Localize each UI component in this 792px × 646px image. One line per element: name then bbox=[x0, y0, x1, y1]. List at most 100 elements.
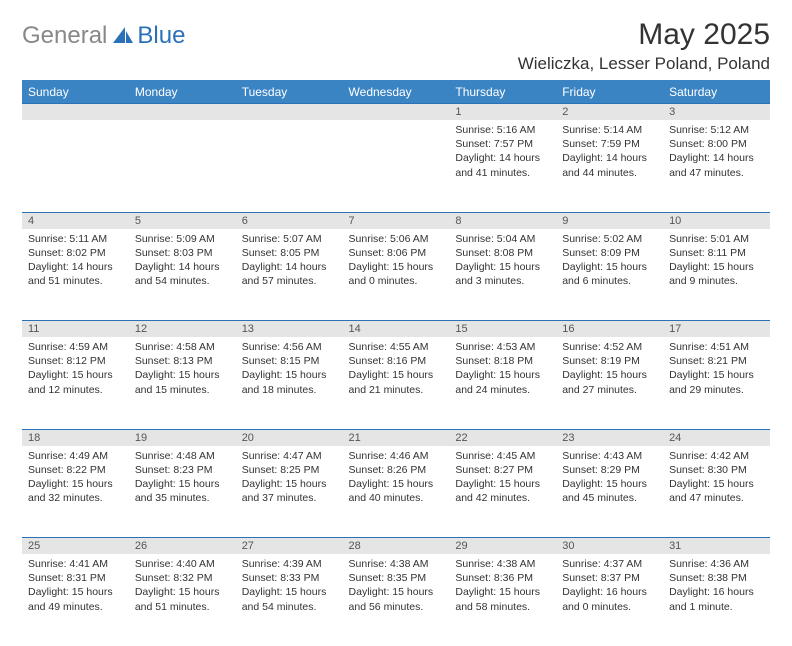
day-number-empty bbox=[22, 104, 129, 120]
daynum-row: 11121314151617 bbox=[22, 321, 770, 338]
weekday-header: Tuesday bbox=[236, 81, 343, 104]
day-number: 17 bbox=[663, 321, 770, 337]
day-cell: Sunrise: 4:46 AMSunset: 8:26 PMDaylight:… bbox=[343, 446, 450, 538]
day-number: 4 bbox=[22, 213, 129, 229]
day-number: 3 bbox=[663, 104, 770, 120]
day-details: Sunrise: 4:42 AMSunset: 8:30 PMDaylight:… bbox=[663, 446, 770, 512]
daynum-row: 45678910 bbox=[22, 212, 770, 229]
day-number: 27 bbox=[236, 538, 343, 554]
day-details: Sunrise: 4:51 AMSunset: 8:21 PMDaylight:… bbox=[663, 337, 770, 403]
day-cell: Sunrise: 4:48 AMSunset: 8:23 PMDaylight:… bbox=[129, 446, 236, 538]
day-cell bbox=[236, 120, 343, 212]
title-block: May 2025 Wieliczka, Lesser Poland, Polan… bbox=[518, 18, 770, 74]
day-details: Sunrise: 4:45 AMSunset: 8:27 PMDaylight:… bbox=[449, 446, 556, 512]
day-number: 5 bbox=[129, 213, 236, 229]
title-location: Wieliczka, Lesser Poland, Poland bbox=[518, 54, 770, 74]
day-number: 11 bbox=[22, 321, 129, 337]
day-cell: Sunrise: 5:06 AMSunset: 8:06 PMDaylight:… bbox=[343, 229, 450, 321]
day-cell: Sunrise: 4:45 AMSunset: 8:27 PMDaylight:… bbox=[449, 446, 556, 538]
day-number: 26 bbox=[129, 538, 236, 554]
logo-sail-icon bbox=[112, 25, 134, 48]
day-number: 20 bbox=[236, 430, 343, 446]
day-number: 29 bbox=[449, 538, 556, 554]
day-details: Sunrise: 5:09 AMSunset: 8:03 PMDaylight:… bbox=[129, 229, 236, 295]
day-details: Sunrise: 5:12 AMSunset: 8:00 PMDaylight:… bbox=[663, 120, 770, 186]
day-cell: Sunrise: 5:07 AMSunset: 8:05 PMDaylight:… bbox=[236, 229, 343, 321]
day-cell: Sunrise: 4:41 AMSunset: 8:31 PMDaylight:… bbox=[22, 554, 129, 646]
day-number: 28 bbox=[343, 538, 450, 554]
day-details: Sunrise: 4:38 AMSunset: 8:35 PMDaylight:… bbox=[343, 554, 450, 620]
day-cell: Sunrise: 4:52 AMSunset: 8:19 PMDaylight:… bbox=[556, 337, 663, 429]
day-details: Sunrise: 5:11 AMSunset: 8:02 PMDaylight:… bbox=[22, 229, 129, 295]
day-details: Sunrise: 4:55 AMSunset: 8:16 PMDaylight:… bbox=[343, 337, 450, 403]
day-cell: Sunrise: 4:38 AMSunset: 8:36 PMDaylight:… bbox=[449, 554, 556, 646]
weekday-header: Friday bbox=[556, 81, 663, 104]
day-cell: Sunrise: 5:09 AMSunset: 8:03 PMDaylight:… bbox=[129, 229, 236, 321]
weekday-header: Saturday bbox=[663, 81, 770, 104]
logo-text-general: General bbox=[22, 22, 107, 50]
content-row: Sunrise: 5:11 AMSunset: 8:02 PMDaylight:… bbox=[22, 229, 770, 321]
day-details: Sunrise: 4:40 AMSunset: 8:32 PMDaylight:… bbox=[129, 554, 236, 620]
weekday-header: Monday bbox=[129, 81, 236, 104]
day-cell: Sunrise: 5:04 AMSunset: 8:08 PMDaylight:… bbox=[449, 229, 556, 321]
weekday-header: Wednesday bbox=[343, 81, 450, 104]
weekday-header: Thursday bbox=[449, 81, 556, 104]
day-number: 30 bbox=[556, 538, 663, 554]
day-cell: Sunrise: 4:58 AMSunset: 8:13 PMDaylight:… bbox=[129, 337, 236, 429]
day-cell: Sunrise: 5:14 AMSunset: 7:59 PMDaylight:… bbox=[556, 120, 663, 212]
day-number: 23 bbox=[556, 430, 663, 446]
day-details: Sunrise: 4:36 AMSunset: 8:38 PMDaylight:… bbox=[663, 554, 770, 620]
day-details: Sunrise: 5:14 AMSunset: 7:59 PMDaylight:… bbox=[556, 120, 663, 186]
day-cell: Sunrise: 5:02 AMSunset: 8:09 PMDaylight:… bbox=[556, 229, 663, 321]
day-cell: Sunrise: 5:01 AMSunset: 8:11 PMDaylight:… bbox=[663, 229, 770, 321]
day-number: 22 bbox=[449, 430, 556, 446]
weekday-header: Sunday bbox=[22, 81, 129, 104]
day-number: 14 bbox=[343, 321, 450, 337]
header: General Blue May 2025 Wieliczka, Lesser … bbox=[22, 18, 770, 74]
day-details: Sunrise: 5:01 AMSunset: 8:11 PMDaylight:… bbox=[663, 229, 770, 295]
day-number: 21 bbox=[343, 430, 450, 446]
day-cell: Sunrise: 5:11 AMSunset: 8:02 PMDaylight:… bbox=[22, 229, 129, 321]
day-cell: Sunrise: 4:49 AMSunset: 8:22 PMDaylight:… bbox=[22, 446, 129, 538]
title-month: May 2025 bbox=[518, 18, 770, 52]
day-details: Sunrise: 4:53 AMSunset: 8:18 PMDaylight:… bbox=[449, 337, 556, 403]
day-number: 25 bbox=[22, 538, 129, 554]
day-details: Sunrise: 4:49 AMSunset: 8:22 PMDaylight:… bbox=[22, 446, 129, 512]
day-details: Sunrise: 4:38 AMSunset: 8:36 PMDaylight:… bbox=[449, 554, 556, 620]
day-cell: Sunrise: 5:12 AMSunset: 8:00 PMDaylight:… bbox=[663, 120, 770, 212]
day-details: Sunrise: 4:39 AMSunset: 8:33 PMDaylight:… bbox=[236, 554, 343, 620]
calendar-table: SundayMondayTuesdayWednesdayThursdayFrid… bbox=[22, 80, 770, 646]
day-number: 1 bbox=[449, 104, 556, 120]
day-number: 15 bbox=[449, 321, 556, 337]
day-cell bbox=[343, 120, 450, 212]
day-details: Sunrise: 5:04 AMSunset: 8:08 PMDaylight:… bbox=[449, 229, 556, 295]
day-details: Sunrise: 4:47 AMSunset: 8:25 PMDaylight:… bbox=[236, 446, 343, 512]
day-details: Sunrise: 4:59 AMSunset: 8:12 PMDaylight:… bbox=[22, 337, 129, 403]
day-number: 24 bbox=[663, 430, 770, 446]
day-number: 18 bbox=[22, 430, 129, 446]
day-cell: Sunrise: 5:16 AMSunset: 7:57 PMDaylight:… bbox=[449, 120, 556, 212]
weekday-header-row: SundayMondayTuesdayWednesdayThursdayFrid… bbox=[22, 81, 770, 104]
day-number: 6 bbox=[236, 213, 343, 229]
day-cell bbox=[22, 120, 129, 212]
day-cell: Sunrise: 4:39 AMSunset: 8:33 PMDaylight:… bbox=[236, 554, 343, 646]
day-cell: Sunrise: 4:51 AMSunset: 8:21 PMDaylight:… bbox=[663, 337, 770, 429]
day-cell: Sunrise: 4:56 AMSunset: 8:15 PMDaylight:… bbox=[236, 337, 343, 429]
day-details: Sunrise: 5:07 AMSunset: 8:05 PMDaylight:… bbox=[236, 229, 343, 295]
day-cell: Sunrise: 4:53 AMSunset: 8:18 PMDaylight:… bbox=[449, 337, 556, 429]
day-cell: Sunrise: 4:40 AMSunset: 8:32 PMDaylight:… bbox=[129, 554, 236, 646]
day-number: 8 bbox=[449, 213, 556, 229]
day-number: 2 bbox=[556, 104, 663, 120]
daynum-row: 123 bbox=[22, 104, 770, 121]
day-number-empty bbox=[129, 104, 236, 120]
day-cell: Sunrise: 4:47 AMSunset: 8:25 PMDaylight:… bbox=[236, 446, 343, 538]
day-details: Sunrise: 4:58 AMSunset: 8:13 PMDaylight:… bbox=[129, 337, 236, 403]
day-details: Sunrise: 4:46 AMSunset: 8:26 PMDaylight:… bbox=[343, 446, 450, 512]
day-cell: Sunrise: 4:55 AMSunset: 8:16 PMDaylight:… bbox=[343, 337, 450, 429]
day-details: Sunrise: 4:48 AMSunset: 8:23 PMDaylight:… bbox=[129, 446, 236, 512]
day-details: Sunrise: 4:41 AMSunset: 8:31 PMDaylight:… bbox=[22, 554, 129, 620]
day-cell: Sunrise: 4:37 AMSunset: 8:37 PMDaylight:… bbox=[556, 554, 663, 646]
day-cell: Sunrise: 4:36 AMSunset: 8:38 PMDaylight:… bbox=[663, 554, 770, 646]
day-details: Sunrise: 5:02 AMSunset: 8:09 PMDaylight:… bbox=[556, 229, 663, 295]
day-cell: Sunrise: 4:59 AMSunset: 8:12 PMDaylight:… bbox=[22, 337, 129, 429]
